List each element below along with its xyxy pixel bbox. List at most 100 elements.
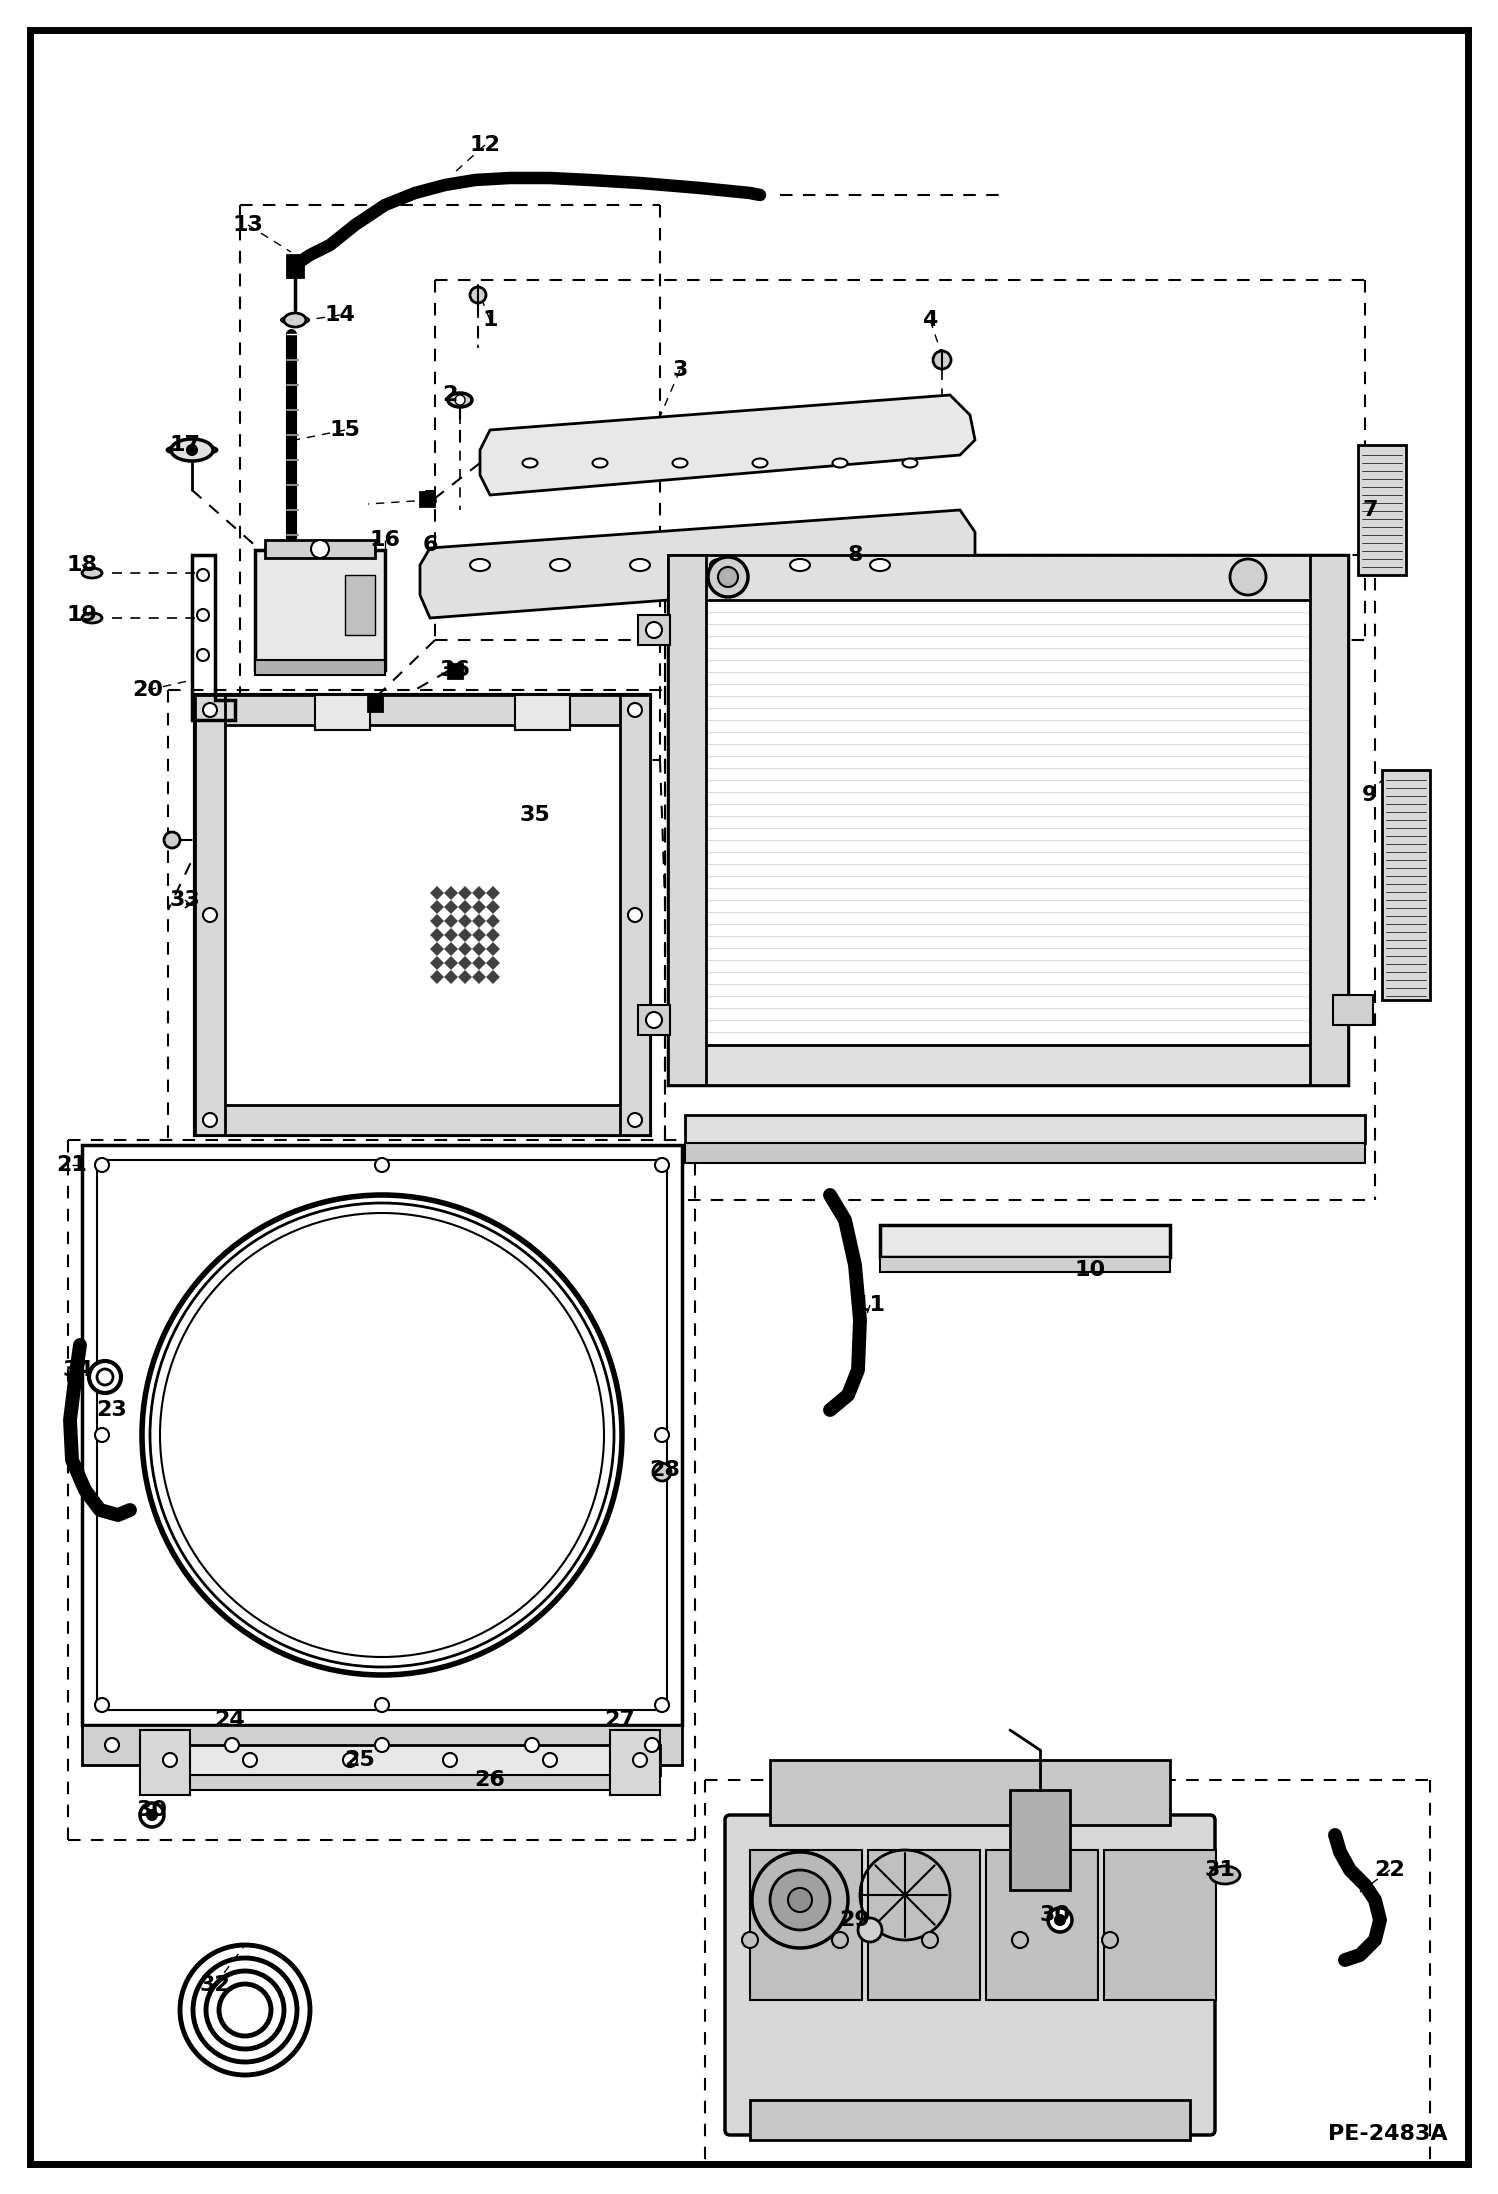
Circle shape bbox=[858, 1918, 882, 1942]
Polygon shape bbox=[430, 928, 443, 941]
Bar bbox=[610, 1731, 661, 1795]
Polygon shape bbox=[485, 886, 500, 900]
Circle shape bbox=[770, 1869, 830, 1931]
Circle shape bbox=[752, 1852, 848, 1948]
Text: 10: 10 bbox=[1074, 1259, 1106, 1279]
Circle shape bbox=[163, 1753, 177, 1766]
Polygon shape bbox=[472, 900, 485, 915]
Polygon shape bbox=[472, 915, 485, 928]
Ellipse shape bbox=[710, 559, 730, 570]
Polygon shape bbox=[458, 970, 472, 983]
Ellipse shape bbox=[631, 559, 650, 570]
Circle shape bbox=[142, 1196, 622, 1674]
Circle shape bbox=[1055, 1915, 1065, 1924]
Bar bbox=[638, 1005, 670, 1036]
Circle shape bbox=[655, 1428, 670, 1441]
Text: 28: 28 bbox=[650, 1459, 680, 1481]
Text: 14: 14 bbox=[325, 305, 355, 325]
Text: 36: 36 bbox=[439, 660, 470, 680]
Circle shape bbox=[655, 1158, 670, 1172]
Bar bbox=[1359, 445, 1407, 575]
Circle shape bbox=[831, 1933, 848, 1948]
Bar bbox=[867, 1850, 980, 2001]
Polygon shape bbox=[485, 957, 500, 970]
Ellipse shape bbox=[673, 459, 688, 467]
Polygon shape bbox=[430, 941, 443, 957]
Bar bbox=[668, 555, 706, 1086]
Circle shape bbox=[204, 702, 217, 717]
Polygon shape bbox=[419, 509, 975, 619]
Circle shape bbox=[343, 1753, 357, 1766]
Ellipse shape bbox=[550, 559, 571, 570]
Circle shape bbox=[139, 1803, 163, 1828]
Circle shape bbox=[312, 540, 330, 557]
Bar bbox=[620, 695, 650, 1134]
Circle shape bbox=[1049, 1909, 1073, 1933]
Text: 21: 21 bbox=[57, 1154, 87, 1176]
Bar bbox=[770, 1760, 1170, 1825]
Ellipse shape bbox=[789, 559, 810, 570]
Bar bbox=[82, 1145, 682, 1724]
Circle shape bbox=[163, 832, 180, 849]
Bar bbox=[750, 1850, 861, 2001]
Polygon shape bbox=[458, 886, 472, 900]
Polygon shape bbox=[485, 915, 500, 928]
Bar bbox=[1383, 770, 1431, 1000]
Circle shape bbox=[921, 1933, 938, 1948]
Text: 30: 30 bbox=[1040, 1904, 1071, 1924]
Polygon shape bbox=[485, 970, 500, 983]
Bar bbox=[345, 575, 374, 634]
Ellipse shape bbox=[833, 459, 848, 467]
Circle shape bbox=[628, 702, 643, 717]
Polygon shape bbox=[458, 957, 472, 970]
Bar bbox=[685, 1143, 1365, 1163]
Circle shape bbox=[653, 1463, 671, 1481]
Bar bbox=[1010, 1790, 1070, 1889]
Polygon shape bbox=[472, 957, 485, 970]
Polygon shape bbox=[472, 928, 485, 941]
Circle shape bbox=[160, 1213, 604, 1656]
Circle shape bbox=[94, 1698, 109, 1711]
Circle shape bbox=[374, 1698, 389, 1711]
Text: 26: 26 bbox=[475, 1771, 505, 1790]
Polygon shape bbox=[443, 915, 458, 928]
Text: 33: 33 bbox=[169, 891, 201, 911]
Ellipse shape bbox=[166, 445, 217, 454]
Circle shape bbox=[198, 649, 210, 660]
Polygon shape bbox=[458, 915, 472, 928]
Polygon shape bbox=[443, 957, 458, 970]
Ellipse shape bbox=[593, 459, 608, 467]
Circle shape bbox=[243, 1753, 258, 1766]
Polygon shape bbox=[430, 886, 443, 900]
FancyBboxPatch shape bbox=[725, 1814, 1215, 2135]
Ellipse shape bbox=[1210, 1867, 1240, 1885]
Bar bbox=[668, 555, 1348, 599]
Text: 9: 9 bbox=[1362, 785, 1378, 805]
Circle shape bbox=[1230, 559, 1266, 595]
Circle shape bbox=[655, 1698, 670, 1711]
Text: 19: 19 bbox=[66, 606, 97, 625]
Circle shape bbox=[198, 568, 210, 581]
Circle shape bbox=[646, 1738, 659, 1753]
Ellipse shape bbox=[752, 459, 767, 467]
Bar bbox=[97, 1161, 667, 1709]
Text: 13: 13 bbox=[232, 215, 264, 235]
Text: 2: 2 bbox=[442, 384, 458, 406]
Circle shape bbox=[374, 1738, 389, 1753]
Polygon shape bbox=[430, 957, 443, 970]
Bar bbox=[369, 698, 382, 711]
Bar bbox=[315, 695, 370, 731]
Bar bbox=[448, 665, 461, 678]
Ellipse shape bbox=[870, 559, 890, 570]
Circle shape bbox=[634, 1753, 647, 1766]
Text: 25: 25 bbox=[345, 1751, 376, 1771]
Polygon shape bbox=[430, 970, 443, 983]
Text: 31: 31 bbox=[1204, 1861, 1236, 1880]
Text: 11: 11 bbox=[854, 1294, 885, 1314]
Ellipse shape bbox=[448, 393, 472, 408]
Circle shape bbox=[374, 1158, 389, 1172]
Bar bbox=[879, 1257, 1170, 1273]
Polygon shape bbox=[479, 395, 975, 496]
Bar bbox=[255, 551, 385, 669]
Circle shape bbox=[94, 1428, 109, 1441]
